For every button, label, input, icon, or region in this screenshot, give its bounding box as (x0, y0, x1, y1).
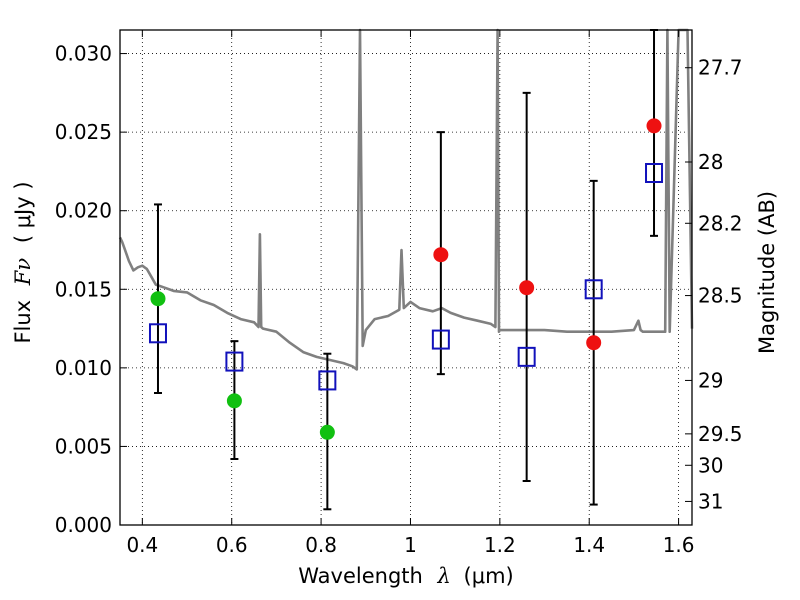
x-tick-label: 0.4 (126, 533, 158, 557)
x-tick-label: 1.4 (573, 533, 605, 557)
model-photometry-square (517, 346, 536, 367)
data-markers (148, 118, 664, 440)
y-tick-label: 0.020 (55, 199, 112, 223)
observed-flux-point (433, 247, 449, 263)
model-spectrum (118, 28, 694, 371)
error-bars (153, 29, 659, 511)
model-photometry-square (148, 323, 167, 344)
y-tick-label: 0.000 (55, 513, 112, 537)
observed-flux-point (150, 291, 166, 307)
model-photometry-square (318, 370, 337, 391)
grid (120, 30, 692, 526)
y-axis-label-text: Flux (11, 300, 35, 344)
x-axis-label-unit: (μm) (464, 564, 514, 588)
model-photometry-square (584, 279, 603, 300)
model-spectrum-line (118, 28, 694, 371)
y-tick-label: 0.025 (55, 120, 112, 144)
y-tick-label: 0.010 (55, 356, 112, 380)
model-photometry-square (225, 351, 244, 372)
x-axis-label-text: Wavelength (298, 564, 423, 588)
x-tick-label: 0.8 (305, 533, 337, 557)
y-tick-label: 0.015 (55, 277, 112, 301)
x-tick-label: 1 (404, 533, 417, 557)
model-photometry-square (645, 163, 664, 183)
y-tick-label: 0.005 (55, 434, 112, 458)
secondary-y-axis-label: Magnitude (AB) (755, 191, 779, 354)
y2-tick-label: 29 (698, 368, 723, 392)
y2-tick-label: 31 (698, 489, 723, 513)
observed-flux-point (519, 280, 535, 296)
observed-flux-point (586, 335, 602, 351)
y2-tick-label: 28.5 (698, 284, 743, 308)
y2-tick-label: 27.7 (698, 56, 743, 80)
x-tick-label: 1.2 (484, 533, 516, 557)
x-tick-label: 0.6 (216, 533, 248, 557)
y-axis-label: Flux Fν ( μJy ) (11, 181, 35, 343)
plot-frame (119, 29, 693, 526)
x-axis-label: Wavelength λ (μm) (298, 564, 513, 588)
y2-tick-label: 30 (698, 453, 723, 477)
observed-flux-point (319, 424, 335, 440)
axis-ticks: 0.4 0.6 0.8 1 1.2 1.4 1.6 0.000 0.005 0.010 0.015 0… (55, 30, 743, 557)
x-axis-label-symbol: λ (437, 564, 451, 588)
observed-flux-point (226, 393, 242, 409)
y2-tick-label: 28 (698, 150, 723, 174)
y-tick-label: 0.030 (55, 42, 112, 66)
y-axis-label-unit: ( μJy ) (11, 181, 35, 243)
model-photometry-square (431, 329, 450, 350)
y-axis-label-symbol: Fν (11, 258, 35, 287)
x-tick-label: 1.6 (663, 533, 695, 557)
y2-tick-label: 28.2 (698, 211, 743, 235)
y2-tick-label: 29.5 (698, 422, 743, 446)
observed-flux-point (646, 118, 662, 134)
